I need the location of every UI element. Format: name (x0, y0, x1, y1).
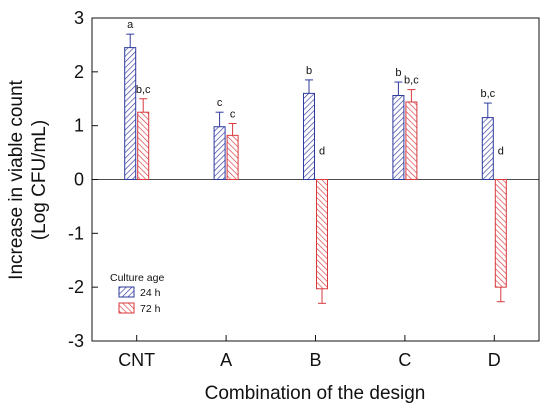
x-tick-label: D (488, 350, 501, 370)
y-tick-label: 1 (74, 116, 84, 136)
y-tick-label: -3 (68, 331, 84, 351)
legend-label-24h: 24 h (140, 287, 161, 299)
legend-swatch-72h (118, 302, 135, 314)
bar (316, 179, 328, 290)
bar (303, 92, 315, 180)
significance-label: b,c (404, 75, 419, 87)
x-tick-label: CNT (118, 350, 155, 370)
bar (494, 179, 507, 288)
x-axis: CNT A B C D (118, 335, 501, 370)
y-axis-title: Increase in viable count (Log CFU/mL) (6, 79, 50, 279)
x-axis-title: Combination of the design (205, 383, 426, 404)
y-axis-title-line2: (Log CFU/mL) (29, 120, 50, 240)
bar (405, 101, 418, 180)
significance-label: a (127, 19, 134, 31)
significance-label: b (395, 67, 401, 79)
x-tick-label: B (309, 350, 321, 370)
significance-label: b (306, 65, 312, 77)
x-tick-label: C (398, 350, 411, 370)
bar (392, 95, 405, 180)
bar (124, 47, 137, 180)
significance-label: b,c (480, 88, 495, 100)
y-tick-label: -2 (68, 277, 84, 297)
legend-label-72h: 72 h (140, 303, 161, 315)
legend-swatch-24h (118, 286, 135, 298)
bar (226, 134, 239, 181)
legend: Culture age 24 h 72 h (110, 272, 164, 315)
significance-label: d (498, 146, 504, 158)
legend-title: Culture age (110, 272, 164, 284)
y-axis-title-line1: Increase in viable count (6, 79, 27, 279)
bar (137, 111, 150, 180)
significance-label: b,c (136, 84, 151, 96)
x-tick-label: A (220, 350, 232, 370)
y-tick-label: 2 (74, 62, 84, 82)
significance-label: d (319, 146, 325, 158)
y-axis: -3 -2 -1 0 1 2 3 (68, 8, 98, 351)
bar (481, 117, 494, 180)
bar (213, 126, 226, 180)
significance-label: c (230, 109, 236, 121)
y-tick-label: 0 (74, 170, 84, 190)
y-tick-label: 3 (74, 8, 84, 28)
y-tick-label: -1 (68, 223, 84, 243)
significance-label: c (217, 97, 223, 109)
